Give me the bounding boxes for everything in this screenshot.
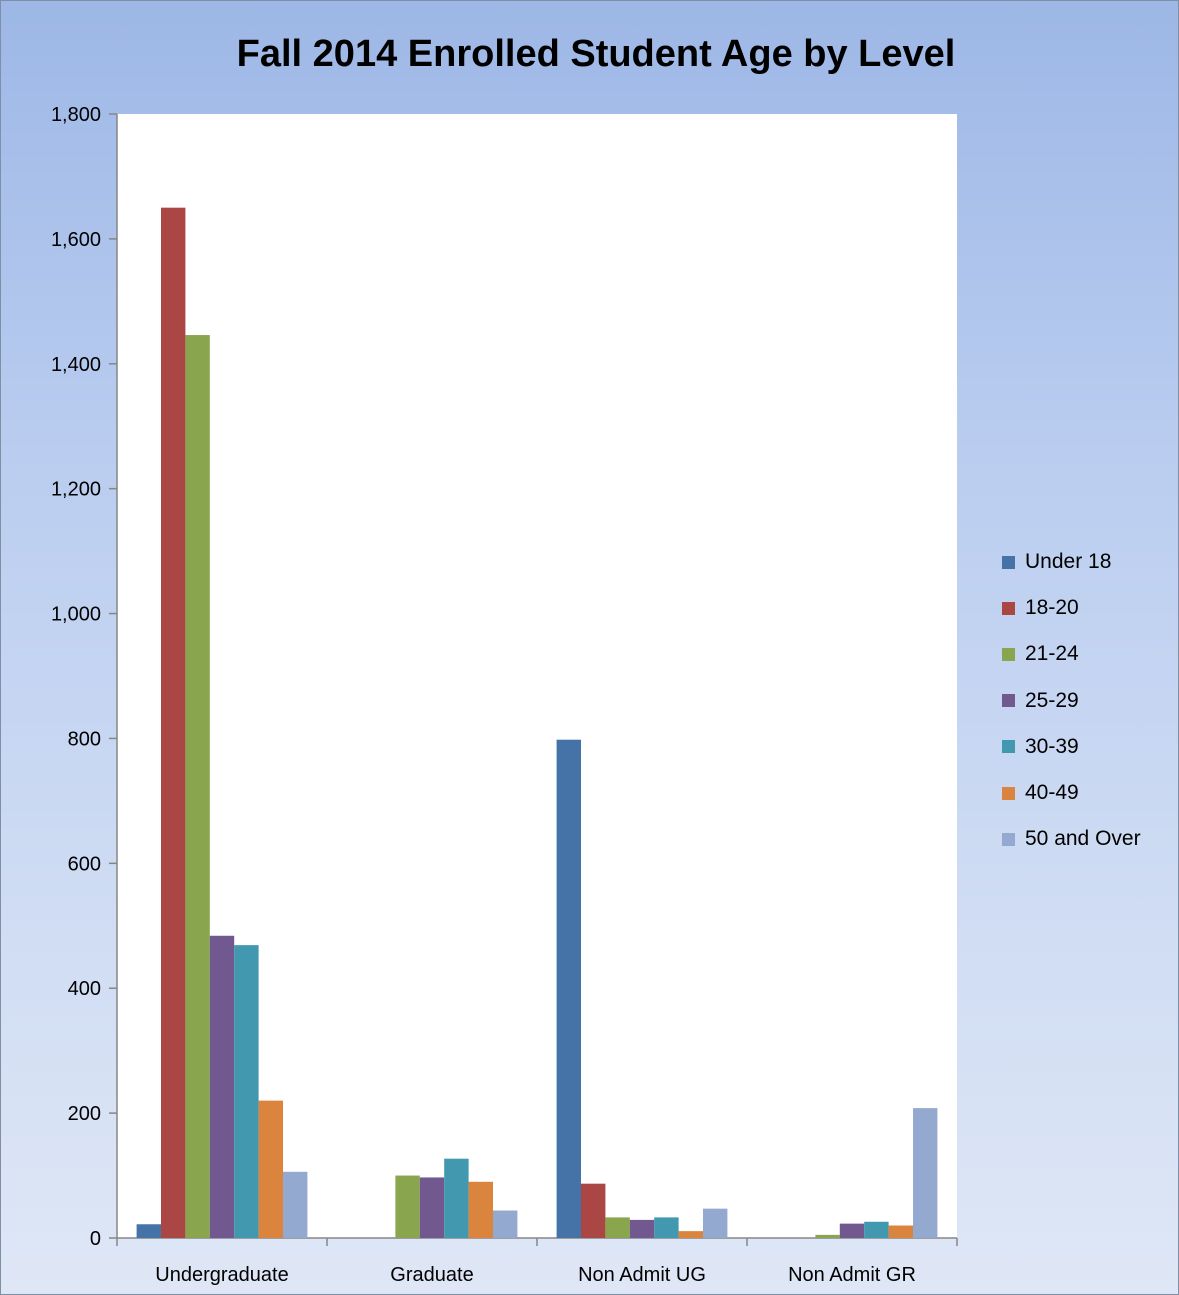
legend-swatch [1002,832,1015,846]
legend-item: 18-20 [1002,585,1177,631]
legend-swatch [1002,601,1015,615]
legend-item: 40-49 [1002,770,1177,816]
x-tick-label: Non Admit UG [578,1264,706,1286]
legend-item: 25-29 [1002,678,1177,724]
bar [283,1171,308,1238]
bar [815,1234,840,1238]
y-tick-label: 200 [68,1103,101,1125]
legend-swatch [1002,647,1015,661]
y-tick-label: 1,000 [51,604,101,626]
legend: Under 18 18-20 21-24 25-29 30-39 40-49 50 and … [1002,539,1177,862]
legend-label: Under 18 [1025,550,1112,574]
x-tick-label: Non Admit GR [788,1264,916,1286]
legend-label: 18-20 [1025,596,1079,620]
y-tick-label: 1,200 [51,479,101,501]
legend-item: 30-39 [1002,724,1177,770]
bar [703,1208,728,1238]
bar [444,1158,469,1238]
y-tick-label: 800 [68,728,101,750]
legend-swatch [1002,555,1015,569]
bar [581,1183,606,1238]
bar [888,1225,913,1238]
bar [258,1100,283,1238]
bar [629,1219,655,1238]
chart-title: Fall 2014 Enrolled Student Age by Level [236,33,956,75]
bar [468,1181,493,1238]
y-tick-label: 1,600 [51,229,101,251]
y-tick-label: 600 [68,853,101,875]
bar [419,1177,445,1238]
bar [234,945,259,1238]
legend-label: 25-29 [1025,688,1079,712]
bar [185,335,210,1238]
bar [493,1210,518,1238]
legend-swatch [1002,786,1015,800]
y-tick-label: 1,400 [51,354,101,376]
bar [864,1221,889,1238]
legend-label: 21-24 [1025,642,1079,666]
bar [136,1224,161,1238]
bar [605,1217,630,1238]
bar [839,1223,865,1238]
legend-label: 50 and Over [1025,827,1141,851]
bar [913,1108,938,1238]
y-tick-label: 0 [90,1228,101,1250]
bar [556,739,581,1238]
x-tick-label: Graduate [390,1264,473,1286]
legend-label: 40-49 [1025,781,1079,805]
y-tick-label: 400 [68,978,101,1000]
legend-swatch [1002,694,1015,708]
legend-item: Under 18 [1002,539,1177,585]
legend-item: 50 and Over [1002,816,1177,862]
legend-label: 30-39 [1025,734,1079,758]
bar [395,1175,420,1238]
y-tick-label: 1,800 [51,104,101,126]
x-tick-label: Undergraduate [155,1264,288,1286]
bar [209,935,235,1238]
bar [161,207,186,1239]
legend-item: 21-24 [1002,631,1177,677]
bar [678,1231,703,1238]
legend-swatch [1002,740,1015,754]
bar [654,1217,679,1238]
